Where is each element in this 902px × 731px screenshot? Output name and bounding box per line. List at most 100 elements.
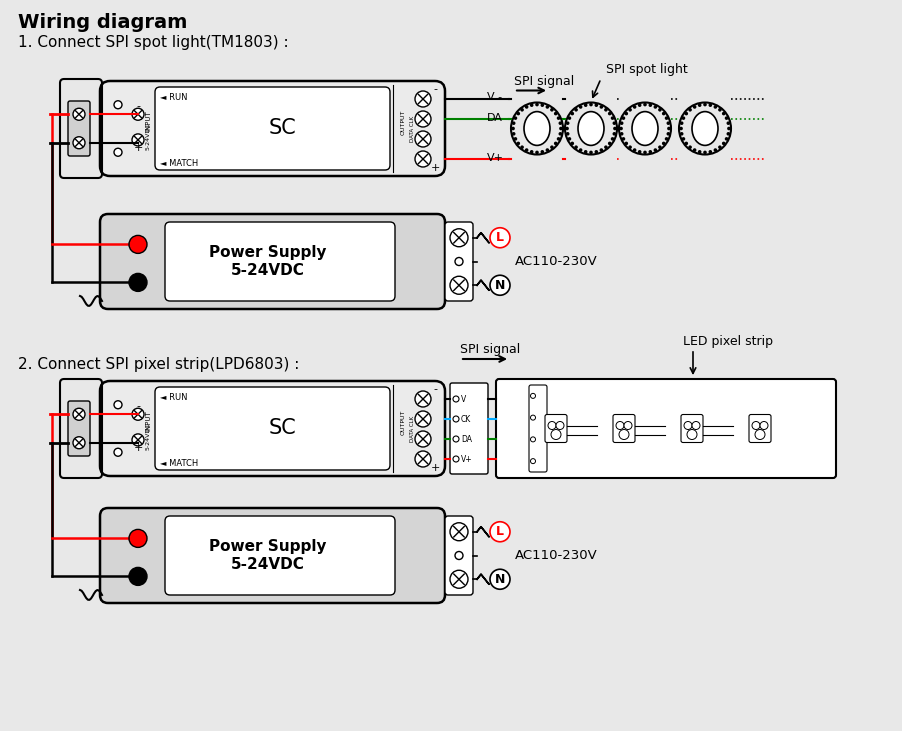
Text: SPI spot light: SPI spot light [606, 64, 687, 77]
Circle shape [604, 145, 608, 149]
Circle shape [718, 108, 722, 112]
Text: LED pixel strip: LED pixel strip [683, 335, 773, 348]
Circle shape [453, 436, 459, 442]
Text: AC110-230V: AC110-230V [515, 255, 598, 268]
Text: AC110-230V: AC110-230V [515, 549, 598, 562]
Circle shape [490, 276, 510, 295]
Text: N: N [495, 279, 505, 292]
Circle shape [600, 148, 603, 152]
Circle shape [621, 137, 625, 140]
Circle shape [621, 116, 625, 120]
Circle shape [692, 422, 700, 430]
Circle shape [713, 148, 717, 152]
Circle shape [612, 121, 616, 125]
Text: 1. Connect SPI spot light(TM1803) :: 1. Connect SPI spot light(TM1803) : [18, 35, 289, 50]
Circle shape [558, 121, 562, 125]
Circle shape [724, 137, 728, 140]
Circle shape [665, 137, 668, 140]
Circle shape [619, 430, 629, 439]
Circle shape [643, 151, 647, 154]
Circle shape [550, 145, 554, 149]
Circle shape [704, 103, 707, 107]
Circle shape [73, 108, 85, 121]
Text: -: - [136, 401, 140, 412]
Circle shape [633, 148, 637, 152]
Circle shape [575, 108, 578, 112]
Circle shape [520, 145, 524, 149]
Circle shape [511, 126, 515, 130]
Circle shape [450, 523, 468, 541]
Circle shape [589, 151, 593, 154]
Circle shape [616, 422, 624, 430]
Circle shape [73, 436, 85, 449]
Text: 5-24VDC: 5-24VDC [145, 122, 151, 150]
Circle shape [540, 150, 544, 154]
Circle shape [594, 103, 598, 107]
Text: N: N [495, 573, 505, 586]
Circle shape [415, 431, 431, 447]
Circle shape [638, 150, 641, 154]
Circle shape [612, 132, 616, 136]
Circle shape [624, 142, 628, 145]
Circle shape [415, 411, 431, 427]
Circle shape [685, 142, 688, 145]
Text: 5-24VDC: 5-24VDC [231, 557, 305, 572]
Circle shape [633, 105, 637, 109]
Circle shape [114, 448, 122, 456]
Text: 2. Connect SPI pixel strip(LPD6803) :: 2. Connect SPI pixel strip(LPD6803) : [18, 357, 299, 372]
Text: DATA CLK: DATA CLK [410, 115, 416, 142]
Circle shape [658, 108, 662, 112]
Circle shape [611, 116, 614, 120]
Circle shape [415, 111, 431, 127]
FancyBboxPatch shape [545, 414, 567, 442]
Circle shape [490, 228, 510, 248]
Circle shape [589, 103, 593, 107]
Text: ◄ RUN: ◄ RUN [160, 93, 188, 102]
Circle shape [629, 145, 632, 149]
Circle shape [638, 103, 641, 107]
FancyBboxPatch shape [100, 81, 445, 176]
Text: L: L [496, 526, 504, 538]
Circle shape [667, 121, 670, 125]
Circle shape [611, 137, 614, 140]
Text: SPI signal: SPI signal [460, 343, 520, 356]
Circle shape [132, 408, 144, 420]
Circle shape [579, 148, 583, 152]
Circle shape [415, 91, 431, 107]
Ellipse shape [692, 112, 718, 145]
Circle shape [704, 151, 707, 154]
Circle shape [620, 126, 623, 130]
FancyBboxPatch shape [445, 222, 473, 301]
Circle shape [415, 391, 431, 407]
Circle shape [415, 151, 431, 167]
Text: DATA CLK: DATA CLK [410, 415, 416, 442]
Circle shape [643, 103, 647, 107]
Text: Wiring diagram: Wiring diagram [18, 13, 188, 32]
Circle shape [608, 112, 612, 115]
Circle shape [557, 137, 560, 140]
Circle shape [520, 108, 524, 112]
Text: INPUT: INPUT [145, 110, 151, 132]
FancyBboxPatch shape [155, 87, 390, 170]
Circle shape [114, 148, 122, 156]
FancyBboxPatch shape [100, 508, 445, 603]
Circle shape [693, 105, 696, 109]
Text: +: + [133, 443, 143, 453]
Circle shape [594, 150, 598, 154]
Circle shape [455, 551, 463, 559]
Circle shape [453, 416, 459, 422]
Text: ◄ RUN: ◄ RUN [160, 393, 188, 401]
Circle shape [565, 102, 617, 154]
Circle shape [558, 132, 562, 136]
Circle shape [709, 103, 712, 107]
Text: V -: V - [487, 92, 502, 102]
Circle shape [548, 422, 556, 430]
Circle shape [584, 150, 587, 154]
Circle shape [513, 137, 517, 140]
Text: +: + [430, 163, 439, 173]
Circle shape [566, 126, 569, 130]
Circle shape [682, 116, 686, 120]
Circle shape [667, 132, 670, 136]
Circle shape [722, 142, 725, 145]
Circle shape [550, 108, 554, 112]
